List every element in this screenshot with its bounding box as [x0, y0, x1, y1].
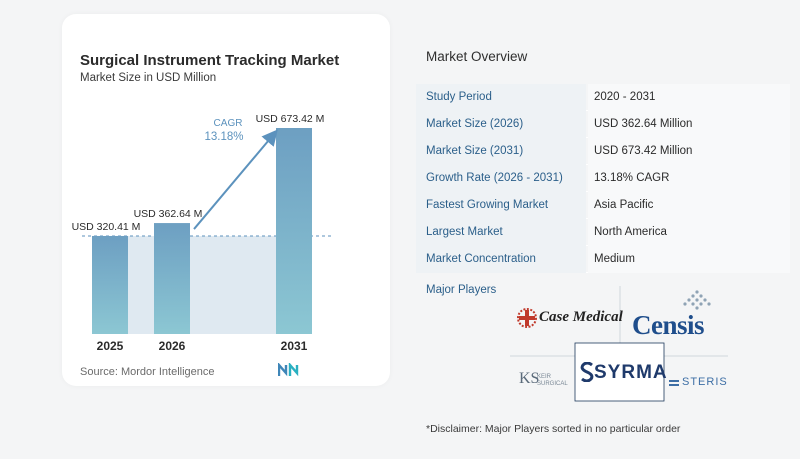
row-value: North America: [588, 219, 790, 246]
row-value: USD 362.64 Million: [588, 111, 790, 138]
data-label-2025: USD 320.41 M: [72, 221, 141, 233]
data-label-2026: USD 362.64 M: [134, 208, 203, 220]
cagr-label: CAGR: [214, 118, 243, 129]
row-label: Study Period: [416, 84, 586, 111]
data-label-2031: USD 673.42 M: [256, 113, 325, 125]
x-tick-2026: 2026: [159, 339, 186, 353]
case-medical-logo: Case Medical: [539, 309, 623, 325]
bar-2025: [92, 235, 128, 334]
source-note: Source: Mordor Intelligence: [80, 366, 215, 378]
row-label: Market Concentration: [416, 246, 586, 273]
case-medical-icon: [517, 308, 537, 328]
censis-logo: Censis: [632, 310, 705, 340]
chart-subtitle: Market Size in USD Million: [80, 72, 217, 84]
keir-surgical-logo: KEIR SURGICAL: [537, 374, 568, 387]
major-players-title: Major Players: [426, 284, 497, 296]
keir-surgical-mark: KS: [519, 370, 540, 387]
row-value: 13.18% CAGR: [588, 165, 790, 192]
row-label: Largest Market: [416, 219, 586, 246]
overview-row: Fastest Growing Market Asia Pacific: [416, 192, 790, 219]
overview-row: Largest Market North America: [416, 219, 790, 246]
cagr-value: 13.18%: [204, 131, 243, 143]
steris-icon: [669, 380, 679, 386]
row-label: Growth Rate (2026 - 2031): [416, 165, 586, 192]
disclaimer: *Disclaimer: Major Players sorted in no …: [426, 423, 681, 435]
x-tick-2025: 2025: [97, 339, 124, 353]
overview-row: Market Concentration Medium: [416, 246, 790, 273]
overview-row: Study Period 2020 - 2031: [416, 84, 790, 111]
bar-2031: [276, 128, 312, 334]
chart-title: Surgical Instrument Tracking Market: [80, 52, 340, 69]
row-label: Fastest Growing Market: [416, 192, 586, 219]
syrma-s-icon: [580, 362, 594, 382]
row-label: Market Size (2026): [416, 111, 586, 138]
market-overview-title: Market Overview: [426, 49, 528, 64]
steris-logo: STERIS: [682, 376, 728, 388]
row-value: Medium: [588, 246, 790, 273]
syrma-logo: SYRMA: [594, 362, 668, 383]
row-value: USD 673.42 Million: [588, 138, 790, 165]
row-label: Market Size (2031): [416, 138, 586, 165]
x-tick-2031: 2031: [281, 339, 308, 353]
overview-row: Market Size (2026) USD 362.64 Million: [416, 111, 790, 138]
mordor-logo-icon: [278, 363, 299, 377]
overview-row: Growth Rate (2026 - 2031) 13.18% CAGR: [416, 165, 790, 192]
censis-dots-icon: [683, 290, 711, 310]
cagr-arrow: [193, 129, 278, 230]
bar-2026: [154, 223, 190, 334]
market-overview-table: Study Period 2020 - 2031 Market Size (202…: [416, 84, 790, 273]
row-value: 2020 - 2031: [588, 84, 790, 111]
overview-row: Market Size (2031) USD 673.42 Million: [416, 138, 790, 165]
row-value: Asia Pacific: [588, 192, 790, 219]
